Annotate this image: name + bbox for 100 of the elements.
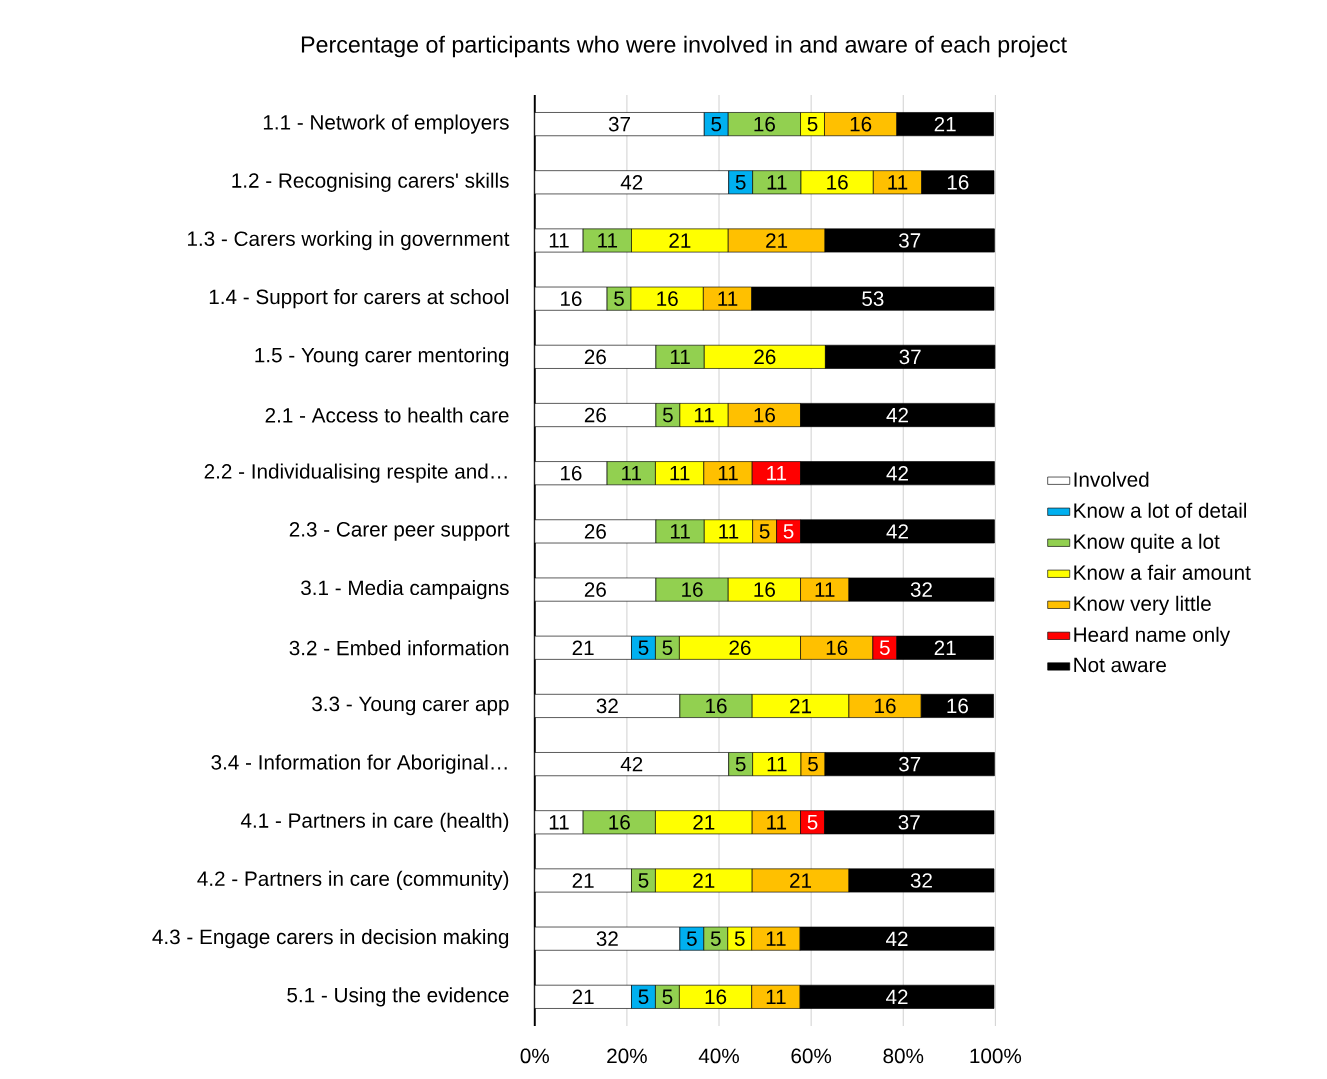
chart-title: Percentage of participants who were involved in and aware of each project (301, 35, 1067, 58)
data-label: 11 (767, 465, 787, 481)
data-label: 11 (670, 465, 690, 481)
data-label: 21 (572, 873, 594, 888)
legend-label: Not aware (1074, 657, 1166, 673)
legend-label: Heard name only (1074, 626, 1231, 646)
x-tick-label: 80% (883, 1048, 924, 1064)
data-label: 16 (947, 698, 968, 714)
data-label: 42 (886, 524, 908, 539)
data-label: 5 (686, 931, 697, 946)
legend-label: Know quite a lot (1074, 533, 1220, 553)
data-label: 32 (596, 931, 618, 946)
data-label: 5 (807, 116, 818, 132)
data-label: 32 (910, 873, 932, 888)
legend-label: Know very little (1074, 595, 1211, 615)
x-tick-label: 40% (698, 1048, 739, 1064)
data-label: 37 (608, 116, 630, 132)
data-label: 5 (735, 756, 746, 772)
data-label: 26 (584, 407, 606, 423)
y-tick-label: 1.4 - Support for carers at school (209, 288, 509, 309)
data-label: 37 (898, 233, 921, 248)
y-tick-label: 3.1 - Media campaigns (301, 579, 509, 600)
data-label: 26 (584, 523, 606, 539)
y-tick-label: 5.1 - Using the evidence (287, 987, 509, 1007)
data-label: 16 (609, 814, 630, 830)
data-label: 5 (638, 640, 649, 655)
data-label: 11 (815, 582, 835, 597)
data-label: 5 (638, 989, 649, 1004)
data-label: 11 (549, 233, 569, 248)
data-label: 5 (879, 640, 890, 655)
x-tick-label: 100% (970, 1048, 1022, 1064)
data-label: 32 (910, 582, 932, 597)
data-label: 16 (682, 582, 703, 597)
data-label: 42 (886, 465, 908, 481)
data-label: 37 (898, 756, 921, 772)
data-label: 16 (754, 116, 775, 132)
data-label: 5 (711, 116, 722, 132)
data-label: 11 (766, 931, 786, 946)
data-label: 16 (706, 698, 727, 714)
x-tick-label: 0% (520, 1048, 549, 1064)
data-label: 21 (693, 873, 715, 888)
data-label: 26 (754, 349, 776, 365)
data-label: 5 (710, 931, 721, 946)
data-label: 53 (862, 291, 884, 306)
y-tick-label: 2.1 - Access to health care (265, 407, 509, 423)
data-label: 5 (807, 814, 818, 830)
y-tick-label: 3.3 - Young carer app (312, 696, 509, 716)
y-tick-label: 3.2 - Embed information (289, 640, 509, 656)
data-label: 16 (657, 291, 678, 306)
data-label: 21 (669, 233, 691, 248)
data-label: 11 (718, 291, 738, 306)
data-label: 16 (705, 989, 727, 1005)
data-label: 16 (827, 174, 848, 190)
y-tick-label: 4.2 - Partners in care (community) (197, 870, 509, 890)
x-tick-label: 20% (607, 1048, 647, 1064)
data-label: 11 (670, 349, 690, 364)
data-label: 16 (850, 116, 872, 132)
data-label: 16 (826, 640, 848, 655)
data-label: 5 (735, 174, 746, 190)
data-label: 11 (549, 815, 569, 830)
data-label: 42 (886, 989, 908, 1004)
legend-label: Involved (1074, 471, 1149, 487)
data-label: 21 (572, 640, 594, 655)
data-label: 42 (620, 756, 643, 772)
data-label: 5 (783, 524, 794, 539)
data-label: 11 (766, 989, 786, 1004)
data-label: 37 (898, 814, 920, 830)
data-label: 11 (670, 524, 690, 539)
y-tick-label: 1.2 - Recognising carers' skills (232, 172, 509, 192)
x-tick-label: 60% (791, 1048, 832, 1064)
data-label: 42 (886, 407, 908, 423)
data-label: 26 (729, 640, 751, 655)
data-label: 21 (934, 116, 956, 132)
data-label: 16 (754, 407, 775, 423)
y-tick-label: 1.1 - Network of employers (263, 114, 509, 134)
data-label: 11 (767, 175, 787, 190)
y-tick-label: 2.3 - Carer peer support (289, 521, 510, 541)
data-label: 16 (947, 174, 969, 190)
data-label: 16 (561, 291, 582, 306)
data-label: 11 (767, 756, 787, 772)
data-label: 5 (662, 640, 673, 655)
data-label: 21 (572, 989, 594, 1004)
data-label: 16 (875, 698, 896, 714)
y-tick-label: 4.1 - Partners in care (health) (240, 812, 509, 832)
data-label: 5 (662, 407, 673, 423)
data-label: 11 (719, 524, 739, 539)
data-label: 21 (766, 233, 788, 248)
y-tick-label: 1.3 - Carers working in government (188, 230, 510, 250)
data-label: 5 (638, 873, 649, 888)
data-label: 11 (718, 465, 738, 481)
data-label: 32 (596, 698, 618, 714)
data-label: 16 (754, 582, 775, 597)
data-label: 21 (790, 698, 812, 714)
data-label: 5 (662, 989, 673, 1004)
data-label: 42 (620, 174, 643, 190)
data-label: 11 (622, 465, 641, 481)
data-label: 21 (934, 640, 956, 655)
data-label: 26 (584, 582, 606, 597)
data-label: 5 (808, 756, 818, 772)
data-label: 11 (767, 815, 787, 830)
